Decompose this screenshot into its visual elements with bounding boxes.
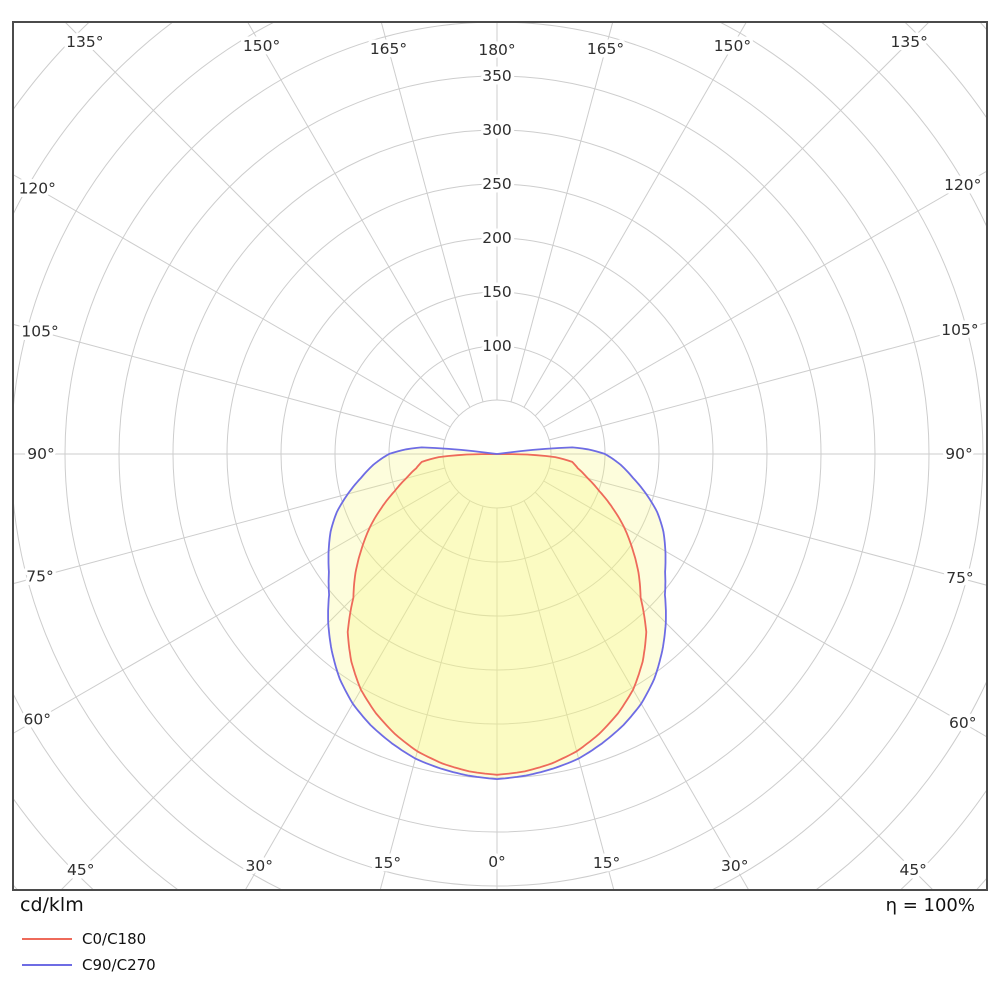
- angle-label: 75°: [26, 567, 53, 585]
- grid-spoke: [534, 22, 930, 417]
- angle-label: 90°: [27, 445, 54, 463]
- ring-label: 250: [482, 175, 512, 193]
- angle-label: 135°: [66, 33, 103, 51]
- grid-spoke: [543, 480, 987, 738]
- angle-label: 90°: [945, 445, 972, 463]
- angle-labels: 0° 15° 15° 30° 30° 45° 45° 60° 60° 75° 75° 90° 90° 10…: [15, 29, 985, 882]
- grid-spoke: [13, 173, 451, 428]
- grid-spoke: [247, 22, 471, 408]
- legend-swatch-line: [22, 938, 72, 940]
- unit-label: cd/klm: [20, 894, 84, 916]
- ring-label: 100: [482, 337, 512, 355]
- angle-label: 105°: [941, 321, 978, 339]
- grid-spoke: [380, 22, 484, 402]
- angle-label: 15°: [593, 854, 620, 872]
- ring-label: 300: [482, 121, 512, 139]
- angle-label: 135°: [891, 33, 928, 51]
- grid-spoke: [510, 22, 614, 402]
- legend-item: C0/C180: [0, 926, 400, 952]
- grid-spoke: [64, 22, 460, 417]
- grid-spoke: [549, 467, 987, 586]
- curve-fills: [328, 447, 666, 780]
- angle-label: 165°: [370, 40, 407, 58]
- angle-label: 150°: [243, 37, 280, 55]
- grid-spoke: [510, 506, 615, 890]
- angle-label: 165°: [587, 40, 624, 58]
- angle-label: 0°: [488, 853, 506, 871]
- grid-spoke: [60, 491, 460, 890]
- ring-label: 150: [482, 283, 512, 301]
- angle-label: 180°: [478, 41, 515, 59]
- ring-label: 200: [482, 229, 512, 247]
- angle-label: 60°: [949, 714, 976, 732]
- ring-labels: 100 150 200 250 300 350: [479, 64, 516, 359]
- curve-c90-c270: [327, 446, 667, 780]
- angle-label: 150°: [714, 37, 751, 55]
- angle-label: 45°: [67, 861, 94, 879]
- angle-label: 30°: [246, 857, 273, 875]
- curve-c0-c180-fill: [347, 454, 647, 775]
- grid-spoke: [523, 22, 747, 408]
- grid-spoke: [534, 491, 934, 890]
- grid-spoke: [244, 500, 471, 890]
- grid-spoke: [13, 467, 445, 585]
- angle-label: 120°: [944, 176, 981, 194]
- grid-spoke: [13, 480, 451, 735]
- plot-frame: [12, 21, 988, 891]
- grid-spoke: [379, 506, 484, 890]
- legend: C0/C180 C90/C270: [0, 926, 400, 978]
- grid-spoke: [13, 323, 445, 441]
- legend-label: C90/C270: [82, 956, 156, 974]
- grid-spoke: [523, 500, 750, 890]
- legend-swatch-line: [22, 964, 72, 966]
- efficiency-label: η = 100%: [885, 895, 975, 916]
- legend-item: C90/C270: [0, 952, 400, 978]
- angle-label: 45°: [899, 861, 926, 879]
- curve-c90-c270-fill: [328, 447, 666, 780]
- ring-label: 350: [482, 67, 512, 85]
- curve-c0-c180: [346, 453, 648, 776]
- legend-label: C0/C180: [82, 930, 147, 948]
- grid-spoke: [543, 170, 987, 428]
- angle-label: 30°: [721, 857, 748, 875]
- angle-label: 60°: [24, 710, 51, 728]
- angle-label: 120°: [19, 180, 56, 198]
- grid-spoke: [549, 322, 987, 441]
- angle-label: 15°: [374, 854, 401, 872]
- curve-strokes: [327, 446, 667, 780]
- angle-label: 105°: [21, 323, 58, 341]
- angle-label: 75°: [946, 569, 973, 587]
